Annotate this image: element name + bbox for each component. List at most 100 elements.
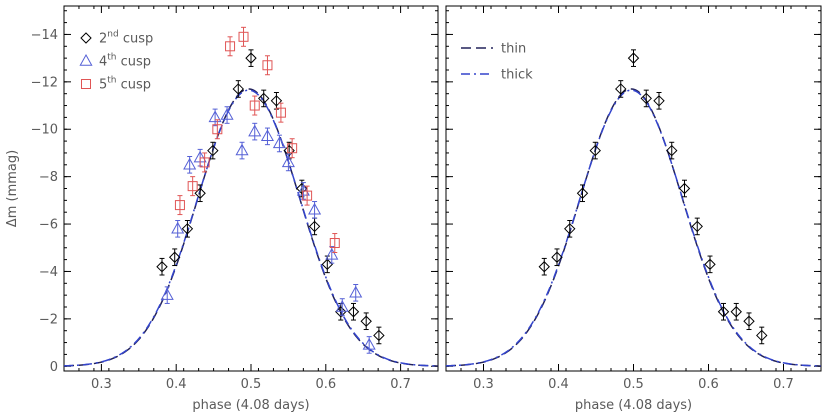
legend-label-word: cusp	[117, 78, 152, 93]
legend-label-ordinal: th	[107, 53, 116, 63]
data-point-diamond	[194, 187, 206, 199]
data-point-triangle	[208, 110, 222, 123]
data-point-diamond	[181, 223, 194, 235]
data-point-triangle	[220, 108, 234, 120]
data-point-triangle	[296, 183, 310, 196]
data-point-triangle	[349, 285, 363, 298]
y-tick-label: −12	[31, 75, 58, 90]
data-point-diamond	[589, 144, 601, 157]
data-point-diamond	[756, 329, 768, 342]
data-point-triangle	[160, 288, 174, 300]
model-curve-dashed	[445, 88, 822, 367]
data-point-triangle	[171, 221, 185, 234]
legend-label-number: 2	[99, 32, 107, 47]
x-tick-label: 0.5	[241, 377, 262, 392]
model-curve-dashed	[63, 88, 439, 367]
legend-label: 2nd cusp	[99, 30, 153, 47]
data-point-diamond	[691, 220, 703, 233]
data-point-triangle	[308, 202, 322, 215]
data-point-diamond	[538, 261, 550, 273]
x-tick-label: 0.4	[548, 377, 569, 392]
legend-marker-diamond	[80, 32, 92, 44]
data-point-diamond	[704, 258, 716, 271]
data-point-diamond	[564, 223, 576, 235]
data-point-diamond	[207, 144, 219, 157]
data-point-triangle	[248, 124, 262, 137]
data-point-triangle	[362, 337, 376, 350]
data-point-square	[187, 181, 198, 192]
series-triangle	[160, 106, 376, 354]
legend-label: thick	[501, 68, 533, 83]
data-point-triangle	[335, 299, 349, 312]
legend-label: 5th cusp	[99, 76, 151, 93]
x-tick-label: 0.5	[623, 377, 644, 392]
data-point-triangle	[281, 155, 295, 168]
data-point-diamond	[296, 182, 308, 195]
data-point-square	[302, 190, 313, 201]
data-point-square	[329, 238, 340, 249]
data-point-square	[249, 100, 260, 111]
data-point-diamond	[308, 220, 321, 233]
data-point-square	[199, 157, 210, 168]
model-curve-dashdot	[445, 89, 822, 367]
data-point-diamond	[156, 261, 168, 273]
legend-label-word: cusp	[119, 32, 154, 47]
x-tick-label: 0.3	[91, 377, 112, 392]
y-axis-label: Δm (mmag)	[5, 150, 20, 227]
data-point-triangle	[183, 157, 197, 170]
data-point-diamond	[666, 144, 678, 157]
series-diamond	[156, 49, 385, 345]
data-point-diamond	[347, 306, 360, 318]
data-point-triangle	[272, 136, 286, 149]
data-point-diamond	[551, 251, 563, 263]
data-point-diamond	[232, 83, 244, 95]
data-point-diamond	[270, 95, 283, 107]
y-tick-label: −8	[39, 170, 58, 185]
x-tick-label: 0.6	[698, 377, 719, 392]
data-point-diamond	[360, 315, 372, 327]
x-axis-label: phase (4.08 days)	[575, 398, 692, 413]
data-point-diamond	[627, 52, 640, 64]
data-point-triangle	[325, 247, 339, 260]
y-tick-label: −2	[39, 312, 58, 327]
data-point-square	[287, 143, 298, 154]
data-point-triangle	[235, 143, 249, 156]
data-point-square	[212, 124, 223, 135]
right-panel: 0.3 0.4 0.5 0.6 0.7 phase (4.08 days) thin thic…	[445, 5, 822, 413]
data-point-diamond	[653, 95, 665, 107]
data-point-diamond	[258, 92, 270, 105]
data-point-diamond	[730, 306, 742, 318]
y-tick-label: 0	[50, 360, 58, 375]
y-tick-label: −4	[39, 265, 58, 280]
data-point-diamond	[615, 83, 627, 95]
data-point-diamond	[373, 329, 385, 342]
legend-label-number: 5	[99, 78, 107, 93]
y-tick-label: −14	[31, 28, 58, 43]
data-point-square	[174, 200, 185, 211]
data-point-diamond	[717, 306, 730, 318]
data-point-square	[262, 60, 273, 71]
y-tick-label: −6	[39, 218, 58, 233]
legend-label: thin	[501, 42, 526, 57]
legend-label-ordinal: th	[107, 76, 116, 86]
data-point-diamond	[678, 182, 691, 195]
legend-label-word: cusp	[117, 55, 152, 70]
data-point-diamond	[743, 315, 755, 327]
data-point-diamond	[168, 251, 181, 263]
x-tick-label: 0.4	[166, 377, 187, 392]
legend-marker-triangle	[79, 53, 93, 66]
y-tick-label: −10	[31, 123, 58, 138]
data-point-square	[275, 107, 286, 118]
x-tick-label: 0.7	[773, 377, 794, 392]
data-point-diamond	[640, 92, 652, 105]
x-tick-label: 0.7	[390, 377, 411, 392]
series-square	[174, 26, 340, 253]
model-curve-dashdot	[63, 89, 439, 367]
data-point-triangle	[260, 129, 275, 142]
data-point-square	[225, 41, 236, 52]
x-tick-label: 0.6	[315, 377, 336, 392]
data-point-square	[238, 31, 249, 42]
x-axis-label: phase (4.08 days)	[192, 398, 309, 413]
data-point-diamond	[576, 187, 589, 199]
legend-marker-square	[81, 79, 91, 89]
